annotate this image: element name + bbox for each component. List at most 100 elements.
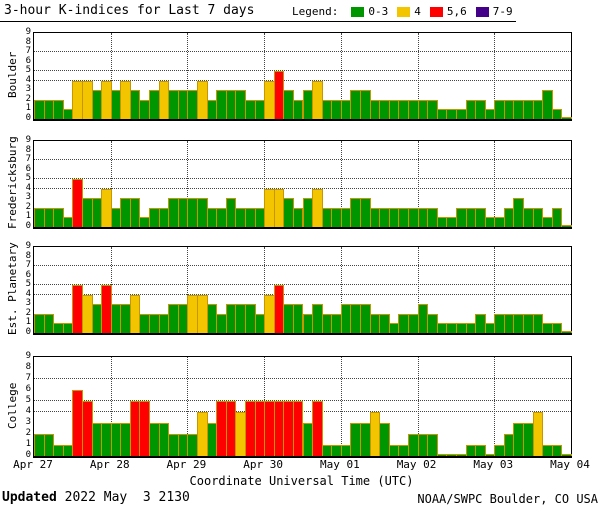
y-tick-label: 0 (25, 450, 31, 460)
k-bar (129, 198, 141, 227)
title-rule (0, 21, 516, 22)
k-threshold-gridline-4 (34, 187, 571, 189)
legend: Legend: 0-3 4 5,6 7-9 (292, 5, 513, 18)
day-gridline (340, 141, 342, 227)
x-tick-label: Apr 28 (89, 458, 130, 471)
k-bar (53, 99, 64, 119)
k-bar (561, 331, 572, 333)
y-tick-label: 4 (25, 182, 31, 193)
k-bar (427, 313, 438, 333)
day-gridline (110, 357, 112, 456)
x-tick-label: May 01 (319, 458, 360, 471)
k-bar (427, 434, 438, 456)
y-tick-label: 8 (25, 36, 31, 47)
legend-swatch-2 (429, 6, 443, 17)
day-gridline (264, 33, 266, 119)
k-threshold-gridline-7 (34, 378, 571, 379)
day-gridline (187, 357, 189, 456)
y-tick-label: 0 (25, 113, 31, 123)
k-bar (312, 401, 323, 456)
k-threshold-gridline-4 (34, 79, 571, 81)
y-tick-label: 0 (25, 327, 31, 337)
day-gridline (187, 247, 189, 333)
day-gridline (417, 247, 419, 333)
k-bar (379, 313, 390, 333)
station-label-est-planetary: Est. Planetary (6, 242, 19, 336)
y-tick-label: 1 (25, 103, 31, 114)
k-bar (53, 207, 64, 227)
day-gridline (187, 33, 189, 119)
station-label-boulder: Boulder (6, 51, 19, 99)
legend-item-0-3: 0-3 (351, 5, 388, 18)
kindex-panel-boulder (33, 32, 572, 121)
day-gridline (340, 33, 342, 119)
y-tick-label: 6 (25, 269, 31, 280)
k-threshold-gridline-7 (34, 159, 571, 161)
k-bar (542, 90, 553, 119)
y-tick-label: 1 (25, 439, 31, 449)
day-gridline (417, 141, 419, 227)
y-tick-label: 3 (25, 84, 31, 95)
credit-text: NOAA/SWPC Boulder, CO USA (417, 492, 598, 506)
x-tick-label: May 03 (473, 458, 514, 471)
y-tick-label: 8 (25, 362, 31, 372)
k-bar (561, 117, 572, 119)
y-tick-label: 9 (25, 351, 31, 361)
x-axis-title: Coordinate Universal Time (UTC) (189, 474, 414, 488)
x-tick-label: Apr 27 (13, 458, 53, 471)
y-tick-label: 5 (25, 65, 31, 76)
y-tick-label: 5 (25, 395, 31, 405)
y-tick-label: 7 (25, 46, 31, 57)
y-tick-label: 9 (25, 27, 31, 37)
y-tick-label: 2 (25, 93, 31, 104)
x-tick-label: May 04 (550, 458, 590, 471)
k-bar (551, 207, 563, 227)
legend-swatch-0 (351, 6, 365, 17)
k-bar (43, 313, 55, 333)
k-threshold-gridline-5 (34, 178, 571, 180)
updated-timestamp: Updated 2022 May 3 2130 (2, 490, 190, 505)
day-gridline (494, 141, 496, 227)
k-bar (532, 313, 544, 333)
day-gridline (417, 33, 419, 119)
y-tick-label: 0 (25, 221, 31, 231)
k-threshold-gridline-7 (34, 265, 571, 267)
y-tick-label: 3 (25, 298, 31, 309)
day-gridline (110, 141, 112, 227)
k-bar (561, 225, 572, 227)
day-gridline (340, 357, 342, 456)
legend-item-label: 4 (414, 5, 421, 18)
y-tick-label: 5 (25, 279, 31, 290)
station-label-college: College (6, 382, 19, 429)
y-tick-label: 1 (25, 317, 31, 328)
y-tick-label: 9 (25, 135, 31, 145)
legend-item-4: 4 (397, 5, 421, 18)
legend-swatch-3 (475, 6, 489, 17)
kindex-panel-college (33, 356, 572, 458)
day-gridline (110, 33, 112, 119)
k-bar (379, 423, 390, 456)
y-tick-label: 6 (25, 163, 31, 174)
y-tick-label: 8 (25, 144, 31, 155)
legend-swatch-1 (397, 6, 411, 17)
legend-label: Legend: (292, 5, 339, 18)
kindex-panel-fredericksburg (33, 140, 572, 229)
updated-value: 2022 May 3 2130 (56, 490, 190, 505)
k-bar (475, 313, 486, 333)
x-tick-label: May 02 (396, 458, 437, 471)
k-bar (561, 454, 572, 456)
legend-item-5,6: 5,6 (429, 5, 467, 18)
day-gridline (417, 357, 419, 456)
y-tick-label: 2 (25, 201, 31, 212)
k-bar (551, 445, 563, 456)
station-label-fredericksburg: Fredericksburg (6, 136, 19, 230)
legend-item-label: 0-3 (368, 5, 389, 18)
k-threshold-gridline-4 (34, 293, 571, 295)
day-gridline (494, 357, 496, 456)
y-tick-label: 6 (25, 384, 31, 394)
k-bar (475, 445, 486, 456)
k-bar (532, 207, 544, 227)
x-tick-label: Apr 30 (243, 458, 284, 471)
k-threshold-gridline-5 (34, 70, 571, 72)
